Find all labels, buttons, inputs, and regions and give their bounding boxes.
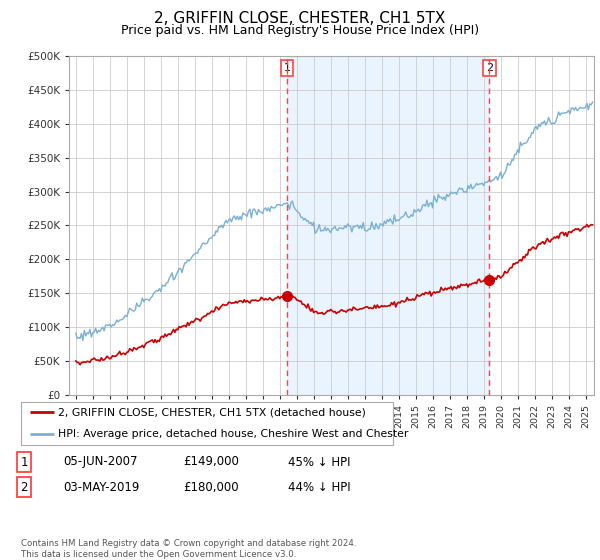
Text: Price paid vs. HM Land Registry's House Price Index (HPI): Price paid vs. HM Land Registry's House … [121, 24, 479, 36]
Bar [287, 56, 490, 395]
Text: HPI: Average price, detached house, Cheshire West and Chester: HPI: Average price, detached house, Ches… [58, 430, 409, 439]
Text: 2, GRIFFIN CLOSE, CHESTER, CH1 5TX (detached house): 2, GRIFFIN CLOSE, CHESTER, CH1 5TX (deta… [58, 408, 366, 418]
Text: 2, GRIFFIN CLOSE, CHESTER, CH1 5TX: 2, GRIFFIN CLOSE, CHESTER, CH1 5TX [154, 11, 446, 26]
Text: 1: 1 [283, 63, 290, 73]
Text: £149,000: £149,000 [183, 455, 239, 469]
Text: 45% ↓ HPI: 45% ↓ HPI [288, 455, 350, 469]
Text: 2: 2 [20, 480, 28, 494]
Text: 03-MAY-2019: 03-MAY-2019 [63, 480, 139, 494]
Text: 1: 1 [20, 455, 28, 469]
Text: 05-JUN-2007: 05-JUN-2007 [63, 455, 137, 469]
Text: 2: 2 [486, 63, 493, 73]
Text: £180,000: £180,000 [183, 480, 239, 494]
Text: 44% ↓ HPI: 44% ↓ HPI [288, 480, 350, 494]
FancyBboxPatch shape [21, 402, 393, 445]
Text: Contains HM Land Registry data © Crown copyright and database right 2024.
This d: Contains HM Land Registry data © Crown c… [21, 539, 356, 559]
